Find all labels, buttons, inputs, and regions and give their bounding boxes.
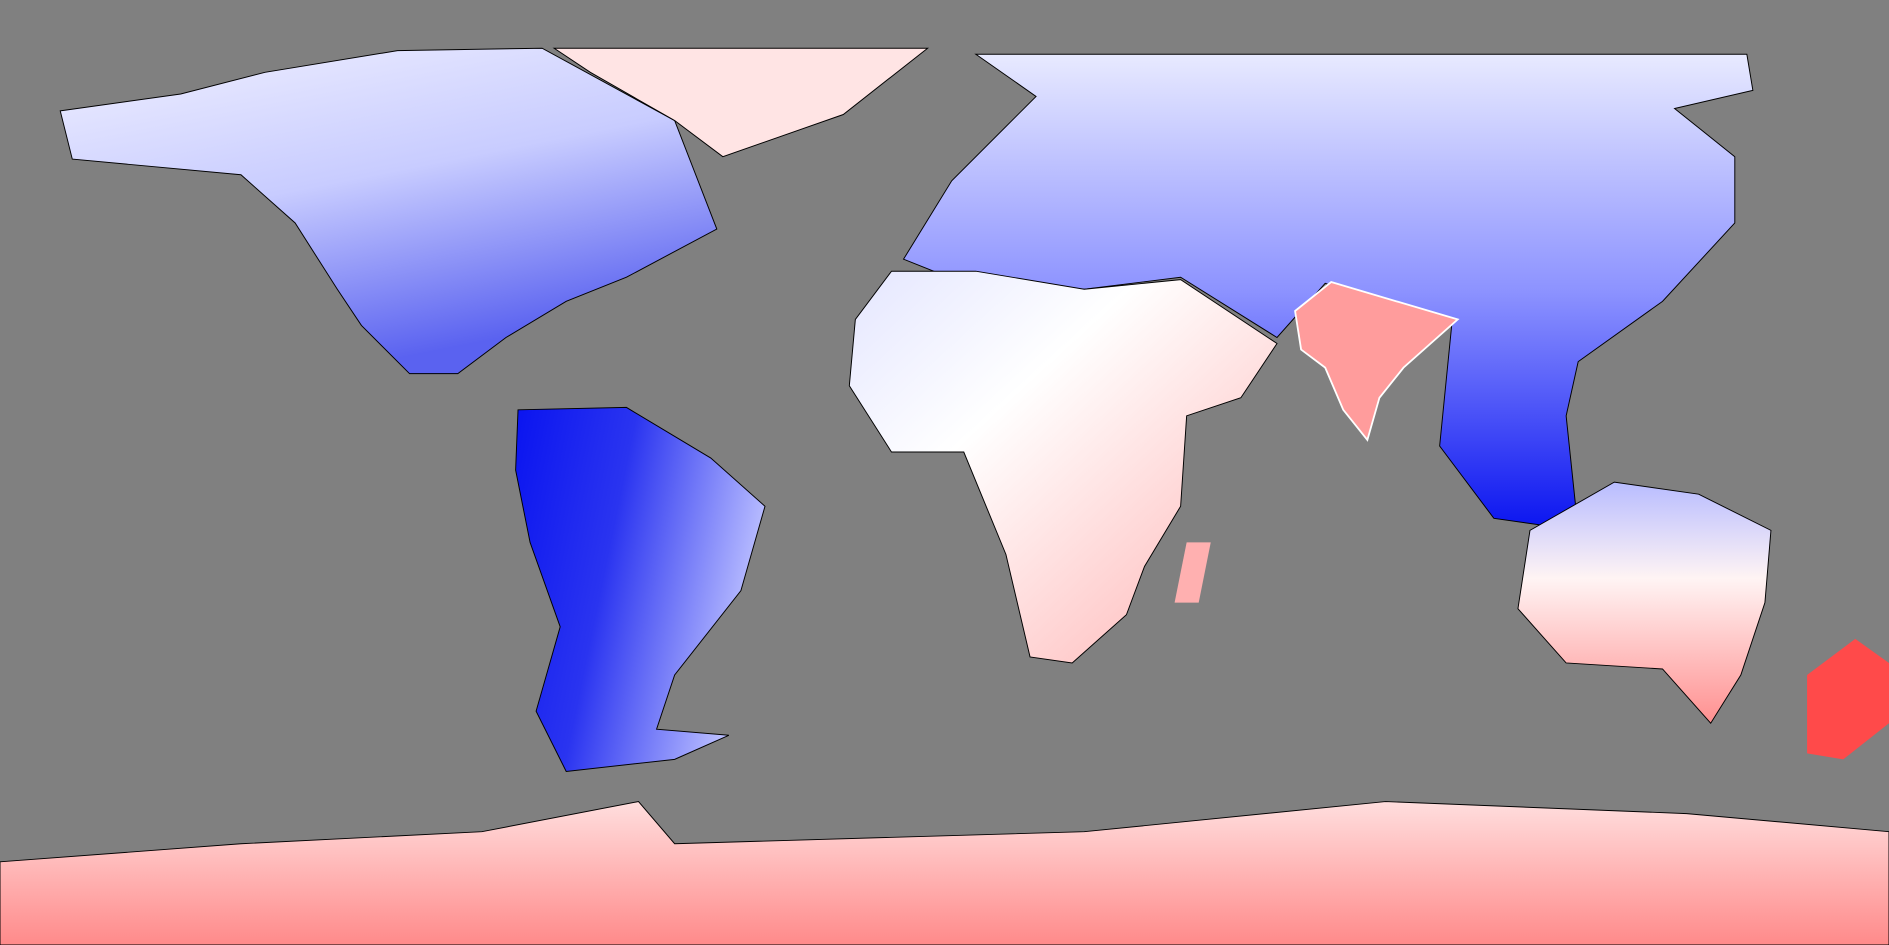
africa xyxy=(848,270,1278,664)
india xyxy=(1294,281,1460,442)
north-america xyxy=(59,47,718,375)
greenland xyxy=(552,47,930,158)
new-zealand xyxy=(1807,638,1889,760)
madagascar xyxy=(1174,542,1211,603)
antarctica xyxy=(0,801,1889,945)
south-america xyxy=(515,406,766,772)
australia xyxy=(1517,481,1772,725)
